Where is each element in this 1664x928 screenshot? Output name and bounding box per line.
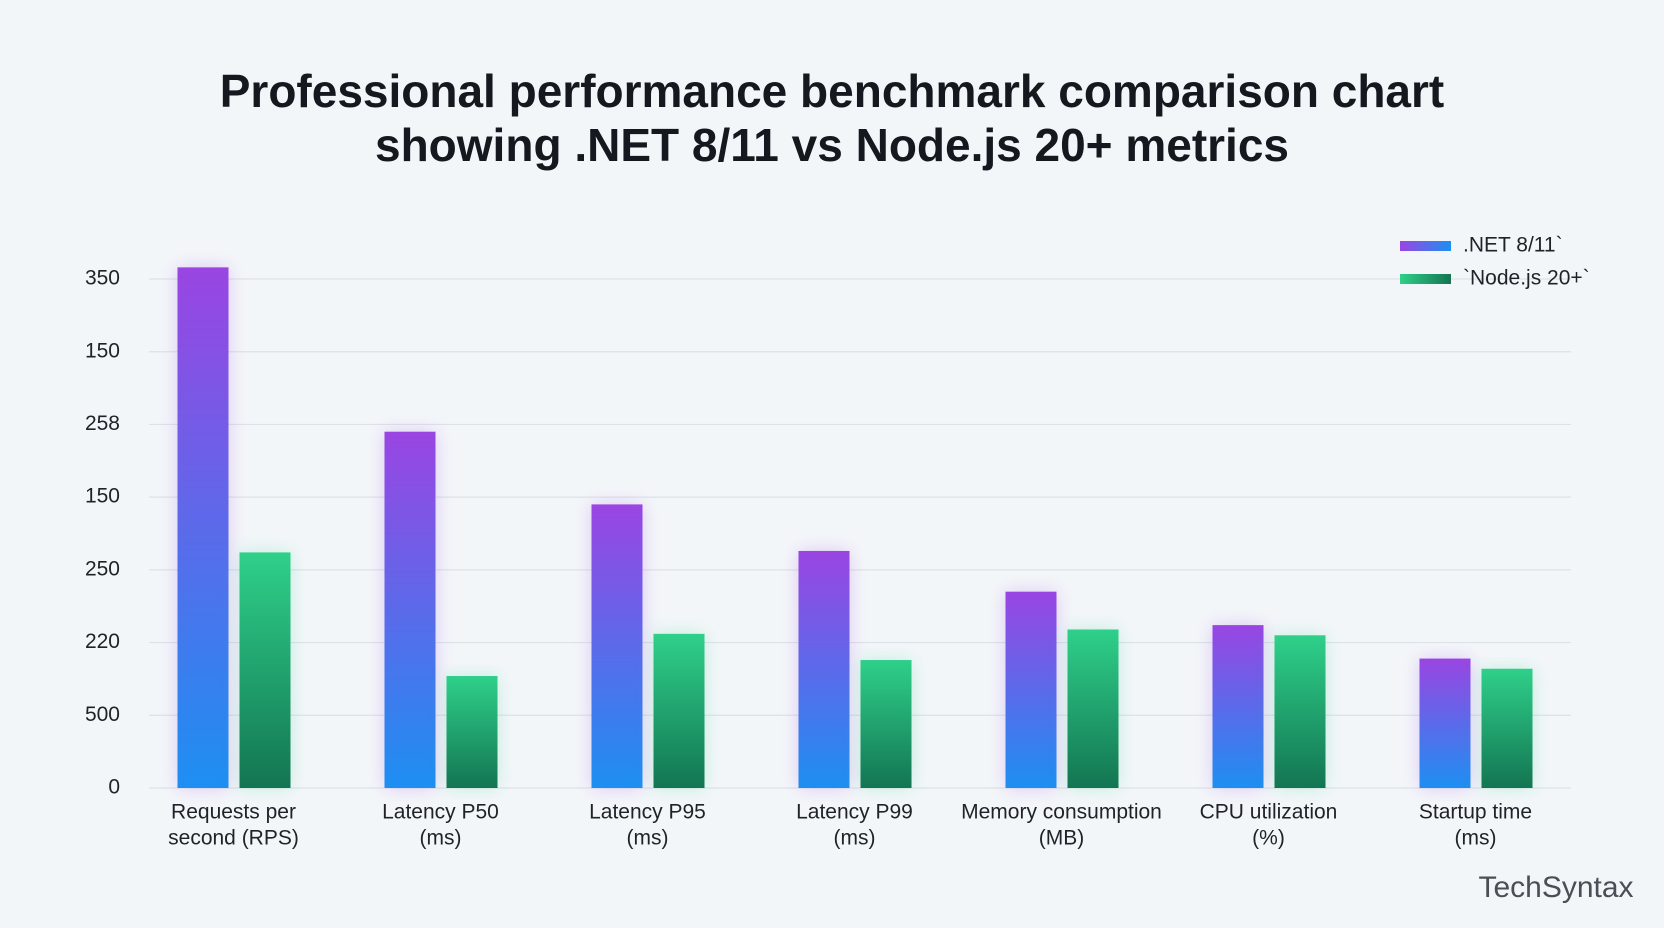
bar [1212,625,1264,788]
chart-title: showing .NET 8/11 vs Node.js 20+ metrics [375,119,1289,171]
bar [239,552,291,788]
bar [653,633,705,788]
x-tick-label: (ms) [627,827,669,850]
bar [1067,629,1119,788]
y-tick-label: 258 [85,412,120,435]
bar [1419,658,1471,788]
legend-swatch [1400,241,1451,251]
x-tick-label: (ms) [1455,827,1497,850]
x-tick-label: Requests per [171,801,296,824]
y-tick-label: 150 [85,485,120,508]
bar [446,676,498,788]
y-tick-label: 150 [85,339,120,362]
x-tick-label: Latency P95 [589,801,706,824]
legend-swatch [1400,274,1451,284]
x-tick-label: Latency P99 [796,801,913,824]
x-tick-label: Memory consumption [961,801,1162,824]
legend-label: .NET 8/11` [1463,234,1563,257]
x-tick-label: (ms) [834,827,876,850]
bar [1274,635,1326,788]
y-tick-label: 0 [108,776,120,799]
y-tick-label: 250 [85,557,120,580]
watermark: TechSyntax [1478,871,1633,904]
y-tick-label: 220 [85,630,120,653]
bar [860,660,912,788]
y-tick-label: 500 [85,703,120,726]
bar [1481,668,1533,788]
bar [591,504,643,788]
bar [384,431,436,788]
x-tick-label: Startup time [1419,801,1532,824]
bar [798,550,850,788]
bar [1005,591,1057,788]
x-tick-label: second (RPS) [168,827,299,850]
x-tick-label: CPU utilization [1200,801,1338,824]
x-tick-label: (%) [1252,827,1285,850]
y-tick-label: 350 [85,267,120,290]
x-tick-label: (MB) [1039,827,1085,850]
legend-label: `Node.js 20+` [1463,267,1590,290]
x-tick-label: (ms) [420,827,462,850]
bar [177,267,229,788]
chart-title: Professional performance benchmark compa… [220,65,1445,117]
x-tick-label: Latency P50 [382,801,499,824]
